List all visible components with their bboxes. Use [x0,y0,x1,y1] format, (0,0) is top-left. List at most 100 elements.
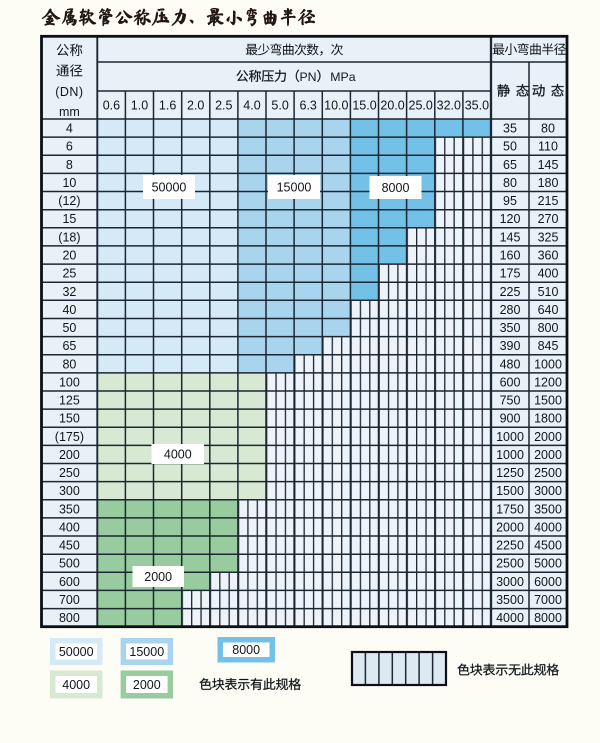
svg-text:80: 80 [62,357,76,371]
svg-text:PN: PN [299,70,316,84]
svg-text:2500: 2500 [534,466,562,480]
svg-text:0.6: 0.6 [103,99,120,113]
svg-text:20: 20 [62,249,76,263]
svg-text:15000: 15000 [277,181,312,195]
svg-text:35: 35 [503,122,517,136]
svg-text:(DN): (DN) [55,85,83,99]
svg-text:1.6: 1.6 [159,99,176,113]
svg-text:25: 25 [62,267,76,281]
svg-text:325: 325 [538,230,559,244]
svg-text:600: 600 [500,375,521,389]
svg-text:6: 6 [66,140,73,154]
svg-text:390: 390 [500,339,521,353]
svg-text:500: 500 [59,557,80,571]
svg-text:4000: 4000 [496,611,524,625]
svg-text:8: 8 [66,158,73,172]
svg-text:400: 400 [538,267,559,281]
svg-text:125: 125 [59,394,80,408]
svg-text:8000: 8000 [232,643,260,657]
svg-text:20.0: 20.0 [380,99,404,113]
svg-text:1800: 1800 [534,412,562,426]
svg-text:65: 65 [503,158,517,172]
svg-text:510: 510 [538,285,559,299]
svg-text:480: 480 [500,357,521,371]
svg-text:150: 150 [59,412,80,426]
svg-text:100: 100 [59,375,80,389]
svg-text:600: 600 [59,575,80,589]
svg-text:110: 110 [538,140,558,154]
svg-text:6.3: 6.3 [300,99,317,113]
svg-text:15000: 15000 [129,645,164,659]
svg-text:2.5: 2.5 [215,99,232,113]
svg-text:800: 800 [538,321,559,335]
svg-text:50000: 50000 [59,645,94,659]
svg-text:MPa: MPa [330,70,355,84]
svg-text:15.0: 15.0 [352,99,376,113]
svg-text:2250: 2250 [496,539,524,553]
svg-text:300: 300 [59,484,80,498]
svg-text:175: 175 [500,267,521,281]
svg-text:1750: 1750 [496,502,524,516]
svg-text:4000: 4000 [62,678,90,692]
svg-text:4.0: 4.0 [243,99,260,113]
svg-text:2500: 2500 [496,557,524,571]
svg-text:215: 215 [538,194,559,208]
svg-text:1000: 1000 [496,430,524,444]
svg-text:(175): (175) [55,430,84,444]
svg-text:3500: 3500 [496,593,524,607]
svg-text:4000: 4000 [534,521,562,535]
svg-text:900: 900 [500,412,521,426]
svg-text:160: 160 [500,249,521,263]
svg-text:1500: 1500 [534,394,562,408]
svg-text:200: 200 [59,448,80,462]
svg-text:6000: 6000 [534,575,562,589]
svg-text:1500: 1500 [496,484,524,498]
svg-text:3500: 3500 [534,502,562,516]
svg-text:8000: 8000 [534,611,562,625]
svg-text:2000: 2000 [144,570,172,584]
svg-text:845: 845 [538,339,559,353]
svg-text:2000: 2000 [133,678,161,692]
svg-text:1000: 1000 [534,357,562,371]
svg-text:2.0: 2.0 [187,99,204,113]
svg-text:2000: 2000 [496,521,524,535]
svg-text:800: 800 [59,611,80,625]
svg-text:5000: 5000 [534,557,562,571]
svg-text:35.0: 35.0 [465,99,489,113]
svg-text:180: 180 [538,176,559,190]
svg-text:50000: 50000 [152,181,187,195]
svg-text:700: 700 [59,593,80,607]
svg-text:350: 350 [500,321,521,335]
svg-text:145: 145 [538,158,559,172]
svg-text:145: 145 [500,230,521,244]
svg-text:10: 10 [62,176,76,190]
svg-text:(18): (18) [58,230,80,244]
svg-text:640: 640 [538,303,559,317]
svg-text:80: 80 [541,122,555,136]
svg-text:7000: 7000 [534,593,562,607]
svg-text:5.0: 5.0 [271,99,288,113]
svg-text:8000: 8000 [382,181,410,195]
svg-text:1200: 1200 [534,375,562,389]
svg-text:750: 750 [500,394,521,408]
svg-text:95: 95 [503,194,517,208]
svg-text:50: 50 [503,140,517,154]
svg-text:65: 65 [62,339,76,353]
svg-text:50: 50 [62,321,76,335]
svg-text:280: 280 [500,303,521,317]
svg-text:40: 40 [62,303,76,317]
svg-text:4000: 4000 [164,448,192,462]
svg-text:350: 350 [59,502,80,516]
svg-text:32.0: 32.0 [437,99,461,113]
svg-text:360: 360 [538,249,559,263]
svg-text:10.0: 10.0 [324,99,348,113]
svg-text:1250: 1250 [496,466,524,480]
svg-text:mm: mm [59,105,80,119]
svg-text:25.0: 25.0 [409,99,433,113]
svg-text:400: 400 [59,521,80,535]
svg-text:1.0: 1.0 [131,99,148,113]
svg-text:4: 4 [66,122,73,136]
svg-text:225: 225 [500,285,521,299]
svg-text:1000: 1000 [496,448,524,462]
svg-text:32: 32 [62,285,76,299]
